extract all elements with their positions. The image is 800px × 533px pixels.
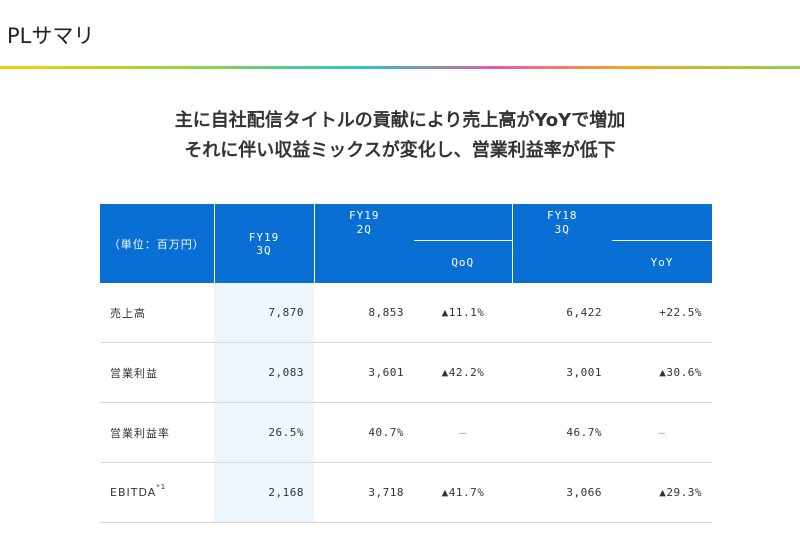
header-yoy: YoY xyxy=(612,240,712,283)
cell-fy19-3q: 2,168 xyxy=(214,462,314,523)
cell-yoy: ▲29.3% xyxy=(612,462,712,523)
cell-fy19-2q: 3,718 xyxy=(314,462,414,523)
cell-qoq: ▲41.7% xyxy=(414,462,512,523)
row-label: 売上高 xyxy=(100,283,214,343)
table-row-operating-margin: 営業利益率 26.5% 40.7% – 46.7% – xyxy=(100,402,712,463)
header-group-spacer-2 xyxy=(612,204,712,241)
cell-fy18-3q: 46.7% xyxy=(512,402,612,463)
cell-qoq: ▲11.1% xyxy=(414,283,512,343)
cell-qoq: ▲42.2% xyxy=(414,342,512,403)
header-fy18-3q-sub xyxy=(512,240,612,283)
title-gradient-rule xyxy=(0,66,800,69)
headline-line-1: 主に自社配信タイトルの貢献により売上高がYoYで増加 xyxy=(174,110,626,131)
header-group-spacer-1 xyxy=(414,204,513,241)
header-fy19-2q-sub xyxy=(314,240,414,283)
cell-fy19-2q: 8,853 xyxy=(314,283,414,343)
row-label-ebitda: EBITDA*1 xyxy=(100,462,214,523)
unit-label: （単位：百万円） xyxy=(100,204,215,283)
header-qoq: QoQ xyxy=(414,240,513,283)
table-row-operating-income: 営業利益 2,083 3,601 ▲42.2% 3,001 ▲30.6% xyxy=(100,342,712,403)
headline-line-2: それに伴い収益ミックスが変化し、営業利益率が低下 xyxy=(184,140,616,161)
cell-yoy: +22.5% xyxy=(612,283,712,343)
header-fy18-3q: FY18 3Q xyxy=(512,204,612,241)
row-label: 営業利益率 xyxy=(100,402,214,463)
cell-fy18-3q: 3,001 xyxy=(512,342,612,403)
table-row-revenue: 売上高 7,870 8,853 ▲11.1% 6,422 +22.5% xyxy=(100,283,712,343)
cell-fy19-3q: 7,870 xyxy=(214,283,314,343)
cell-fy19-2q: 3,601 xyxy=(314,342,414,403)
header-fy19-2q: FY19 2Q xyxy=(314,204,414,241)
cell-fy18-3q: 6,422 xyxy=(512,283,612,343)
cell-fy19-2q: 40.7% xyxy=(314,402,414,463)
header-fy19-3q: FY19 3Q xyxy=(214,204,315,283)
table-row-ebitda: EBITDA*1 2,168 3,718 ▲41.7% 3,066 ▲29.3% xyxy=(100,462,712,523)
row-label: 営業利益 xyxy=(100,342,214,403)
cell-qoq: – xyxy=(414,402,512,463)
cell-yoy: ▲30.6% xyxy=(612,342,712,403)
page-title: PLサマリ xyxy=(7,24,95,48)
cell-fy19-3q: 2,083 xyxy=(214,342,314,403)
cell-fy19-3q: 26.5% xyxy=(214,402,314,463)
cell-fy18-3q: 3,066 xyxy=(512,462,612,523)
row-label-text: EBITDA xyxy=(110,486,157,499)
pl-summary-table: （単位：百万円） FY19 3Q FY19 2Q FY18 3Q QoQ YoY… xyxy=(100,204,712,523)
footnote-marker: *1 xyxy=(156,483,167,491)
headline: 主に自社配信タイトルの貢献により売上高がYoYで増加 それに伴い収益ミックスが変… xyxy=(0,106,800,166)
cell-yoy: – xyxy=(612,402,712,463)
